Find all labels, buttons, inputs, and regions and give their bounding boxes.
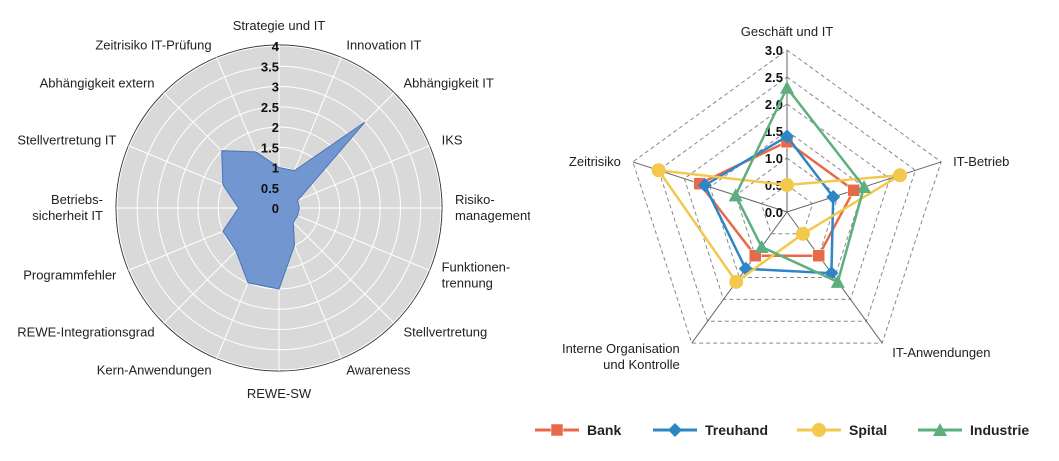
axis-label: Strategie und IT — [233, 18, 326, 33]
radial-tick-label: 1 — [272, 161, 279, 176]
axis-label: Abhängigkeit extern — [40, 76, 155, 91]
legend-item-industrie: Industrie — [918, 422, 1029, 438]
series-point-treuhand — [824, 266, 839, 281]
axis-label: REWE-SW — [247, 386, 312, 401]
axis-label: Stellvertretung IT — [17, 133, 116, 148]
legend-item-bank: Bank — [535, 422, 621, 438]
grid-ring — [632, 49, 942, 344]
series-point-spital — [892, 168, 907, 183]
axis-label: REWE-Integrationsgrad — [17, 324, 154, 339]
radial-tick-label: 2 — [272, 120, 279, 135]
series-point-treuhand — [826, 189, 841, 204]
legend-label: Treuhand — [705, 422, 768, 438]
grid-spoke — [278, 145, 430, 209]
series-line-spital — [655, 168, 901, 284]
axis-label: Geschäft und IT — [741, 24, 834, 39]
axis-label: Betriebs-sicherheit IT — [32, 192, 103, 223]
series-point-spital — [651, 163, 666, 178]
axis-label: Stellvertretung — [403, 324, 487, 339]
radial-tick-label: 4 — [272, 39, 280, 54]
series-point-bank — [847, 184, 861, 197]
axis-label: Innovation IT — [346, 37, 421, 52]
radial-tick-label: 2.5 — [765, 70, 783, 85]
series-point-bank — [812, 249, 825, 262]
grid-spoke — [278, 207, 430, 271]
legend-marker — [933, 423, 947, 436]
series-point-industrie — [754, 239, 769, 253]
legend-label: Spital — [849, 422, 887, 438]
legend-label: Bank — [587, 422, 621, 438]
legend-marker — [668, 423, 682, 437]
axis-label: Zeitrisiko — [569, 154, 621, 169]
grid-ring — [658, 76, 916, 322]
axis-label: Zeitrisiko IT-Prüfung — [95, 37, 211, 52]
axis-label: IKS — [442, 133, 463, 148]
series-point-spital — [780, 178, 794, 192]
legend-marker — [812, 423, 826, 437]
radial-tick-label: 0 — [272, 201, 279, 216]
series-point-spital — [795, 226, 810, 241]
radial-tick-label: 3 — [272, 80, 279, 95]
grid-ring — [709, 130, 865, 278]
grid-ring — [760, 184, 814, 235]
series-point-treuhand — [738, 261, 753, 276]
axis-label: IT-Anwendungen — [892, 345, 990, 360]
series-point-industrie — [830, 274, 845, 288]
series-point-treuhand — [697, 178, 712, 193]
radial-tick-label: 1.5 — [765, 124, 783, 139]
radial-tick-label: 1.0 — [765, 151, 783, 166]
radial-tick-label: 0.0 — [765, 205, 783, 220]
legend-label: Industrie — [970, 422, 1029, 438]
axis-label: Abhängigkeit IT — [403, 76, 493, 91]
left-radar-chart: 0 0.5 1 1.5 2 2.5 3 3.5 4 Strategie und IT Innovat… — [17, 18, 530, 401]
radial-tick-label: 0.5 — [261, 181, 279, 196]
axis-label: Awareness — [346, 363, 411, 378]
series-point-spital — [729, 274, 744, 289]
legend-item-treuhand: Treuhand — [653, 422, 768, 438]
radial-tick-label: 2.5 — [261, 100, 279, 115]
legend-marker — [550, 423, 564, 437]
legend-item-spital: Spital — [797, 422, 887, 438]
grid-spoke — [278, 207, 395, 324]
grid-ring — [683, 103, 891, 300]
radial-tick-label: 1.5 — [261, 140, 279, 155]
axis-label: Risiko-management — [455, 192, 530, 223]
axis-label: Funktionen-trennung — [442, 259, 511, 290]
series-point-treuhand — [780, 129, 794, 144]
series-point-industrie — [728, 188, 743, 202]
radial-tick-label: 3.0 — [765, 43, 783, 58]
series-point-industrie — [780, 80, 794, 94]
axis-label: Interne Organisation und Kontrolle — [562, 341, 680, 372]
series-point-industrie — [857, 179, 872, 193]
series-area — [221, 121, 366, 290]
axis-label: Programmfehler — [23, 267, 117, 282]
radial-tick-label: 3.5 — [261, 59, 279, 74]
axis-label: IT-Betrieb — [953, 154, 1009, 169]
axis-label: Kern-Anwendungen — [97, 363, 212, 378]
series-line-industrie — [734, 85, 866, 284]
grid-ring — [735, 157, 839, 257]
